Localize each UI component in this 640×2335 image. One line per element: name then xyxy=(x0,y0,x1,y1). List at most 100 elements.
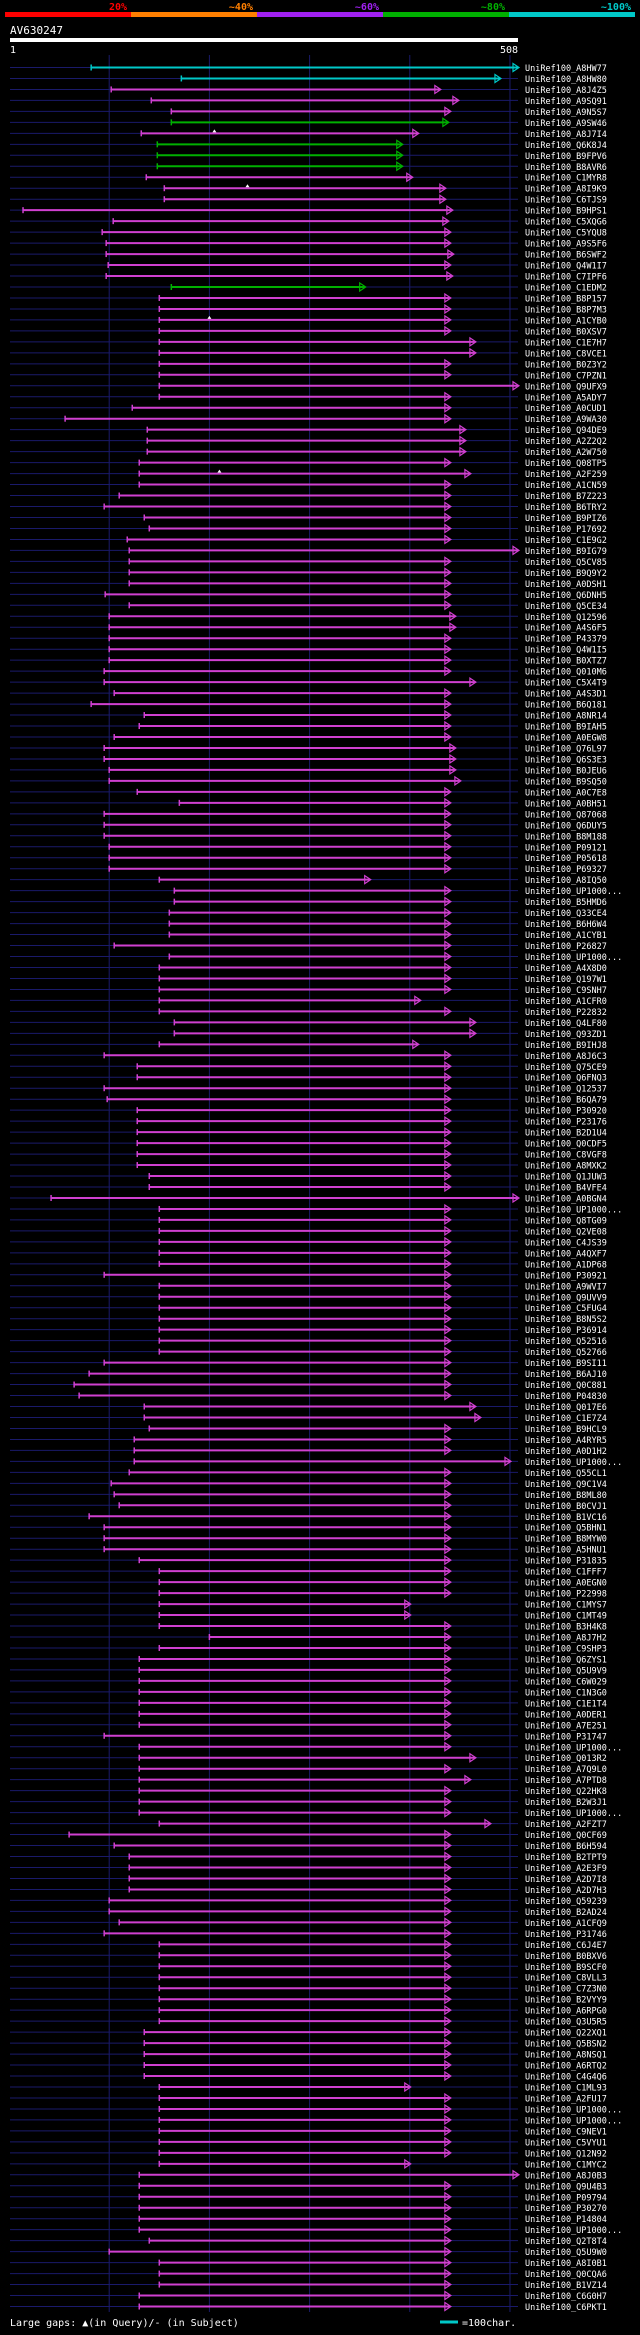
hit-id-label[interactable]: UniRef100_A2FZT7 xyxy=(525,1820,607,1830)
hit-row[interactable]: UniRef100_A0BH51 xyxy=(10,797,607,810)
hit-id-label[interactable]: UniRef100_B9HCL9 xyxy=(525,1425,607,1435)
hit-row[interactable]: UniRef100_Q52766 xyxy=(10,1346,607,1359)
hit-id-label[interactable]: UniRef100_B9PIZ6 xyxy=(525,514,607,524)
hit-id-label[interactable]: UniRef100_P31747 xyxy=(525,1732,607,1742)
hit-row[interactable]: UniRef100_A4S6F5 xyxy=(10,622,607,634)
hit-row[interactable]: UniRef100_Q010M6 xyxy=(10,666,607,678)
hit-id-label[interactable]: UniRef100_B2D1U4 xyxy=(525,1129,607,1139)
hit-id-label[interactable]: UniRef100_Q197W1 xyxy=(525,975,607,985)
hit-row[interactable]: UniRef100_A9WA30 xyxy=(10,413,607,426)
hit-id-label[interactable]: UniRef100_A8I9K9 xyxy=(525,185,607,195)
hit-row[interactable]: UniRef100_UP1000... xyxy=(10,2103,622,2116)
hit-row[interactable]: UniRef100_C5XQG6 xyxy=(10,216,607,228)
hit-id-label[interactable]: UniRef100_C8VCE1 xyxy=(525,349,607,359)
hit-id-label[interactable]: UniRef100_A7Q9L0 xyxy=(525,1765,607,1775)
hit-row[interactable]: UniRef100_A1CN59 xyxy=(10,479,607,492)
hit-row[interactable]: UniRef100_UP1000... xyxy=(10,1456,622,1468)
hit-id-label[interactable]: UniRef100_C1E9G2 xyxy=(525,536,607,546)
hit-row[interactable]: UniRef100_C1MYR8 xyxy=(10,172,607,184)
hit-row[interactable]: UniRef100_Q93ZD1 xyxy=(10,1028,607,1040)
hit-id-label[interactable]: UniRef100_A4S3D1 xyxy=(525,690,607,700)
hit-row[interactable]: UniRef100_UP1000... xyxy=(10,2224,622,2237)
hit-id-label[interactable]: UniRef100_Q5U9V9 xyxy=(525,1666,607,1676)
hit-row[interactable]: UniRef100_Q0CDF5 xyxy=(10,1137,607,1150)
hit-row[interactable]: UniRef100_B8AVR6 xyxy=(10,161,607,173)
hit-id-label[interactable]: UniRef100_B9SQ50 xyxy=(525,777,607,787)
hit-row[interactable]: UniRef100_C6TJS9 xyxy=(10,194,607,206)
hit-row[interactable]: UniRef100_P14804 xyxy=(10,2213,607,2226)
hit-id-label[interactable]: UniRef100_A8NR14 xyxy=(525,712,607,722)
hit-row[interactable]: UniRef100_B9SI11 xyxy=(10,1357,607,1370)
hit-row[interactable]: UniRef100_B6AJ10 xyxy=(10,1368,607,1381)
hit-row[interactable]: UniRef100_P09121 xyxy=(10,841,607,854)
hit-id-label[interactable]: UniRef100_B9Q9Y2 xyxy=(525,569,607,579)
hit-row[interactable]: UniRef100_Q0CQA6 xyxy=(10,2268,607,2281)
hit-id-label[interactable]: UniRef100_Q013R2 xyxy=(525,1754,607,1764)
hit-id-label[interactable]: UniRef100_UP1000... xyxy=(525,2116,622,2126)
hit-row[interactable]: UniRef100_P36914 xyxy=(10,1324,607,1337)
hit-id-label[interactable]: UniRef100_B9SCF0 xyxy=(525,1963,607,1973)
hit-id-label[interactable]: UniRef100_A9WA30 xyxy=(525,415,607,425)
hit-row[interactable]: UniRef100_Q4LF80 xyxy=(10,1017,607,1029)
hit-id-label[interactable]: UniRef100_Q010M6 xyxy=(525,668,607,678)
hit-id-label[interactable]: UniRef100_Q6DUY5 xyxy=(525,821,607,831)
hit-row[interactable]: UniRef100_B7Z223 xyxy=(10,490,607,503)
hit-id-label[interactable]: UniRef100_B2VYY9 xyxy=(525,1996,607,2006)
hit-id-label[interactable]: UniRef100_P36914 xyxy=(525,1326,607,1336)
hit-row[interactable]: UniRef100_A0DER1 xyxy=(10,1708,607,1721)
hit-id-label[interactable]: UniRef100_P31746 xyxy=(525,1930,607,1940)
hit-row[interactable]: UniRef100_A8J7I4 xyxy=(10,128,607,140)
hit-id-label[interactable]: UniRef100_A8IQ50 xyxy=(525,876,607,886)
hit-id-label[interactable]: UniRef100_Q59239 xyxy=(525,1897,607,1907)
hit-row[interactable]: UniRef100_B0CVJ1 xyxy=(10,1500,607,1512)
hit-row[interactable]: UniRef100_A8I9K9 xyxy=(10,183,607,195)
hit-row[interactable]: UniRef100_Q59239 xyxy=(10,1895,607,1907)
hit-row[interactable]: UniRef100_C1MT49 xyxy=(10,1609,607,1622)
hit-row[interactable]: UniRef100_P17692 xyxy=(10,523,607,535)
hit-row[interactable]: UniRef100_B6H594 xyxy=(10,1840,607,1853)
hit-id-label[interactable]: UniRef100_B8M188 xyxy=(525,832,607,842)
hit-id-label[interactable]: UniRef100_A1DP68 xyxy=(525,1260,607,1270)
hit-row[interactable]: UniRef100_A1CFR0 xyxy=(10,995,607,1007)
hit-id-label[interactable]: UniRef100_A1CFR0 xyxy=(525,997,607,1007)
hit-id-label[interactable]: UniRef100_Q8TG09 xyxy=(525,1216,607,1226)
hit-id-label[interactable]: UniRef100_B6TRY2 xyxy=(525,503,607,513)
hit-id-label[interactable]: UniRef100_A1CYB1 xyxy=(525,931,607,941)
hit-row[interactable]: UniRef100_Q12596 xyxy=(10,611,607,623)
hit-row[interactable]: UniRef100_B8MYW0 xyxy=(10,1533,607,1545)
hit-row[interactable]: UniRef100_C1E7H7 xyxy=(10,336,607,349)
hit-id-label[interactable]: UniRef100_UP1000... xyxy=(525,1743,622,1753)
hit-id-label[interactable]: UniRef100_Q0CQA6 xyxy=(525,2270,607,2280)
hit-id-label[interactable]: UniRef100_Q2VE08 xyxy=(525,1227,607,1237)
hit-row[interactable]: UniRef100_Q9UVV9 xyxy=(10,1291,607,1304)
hit-row[interactable]: UniRef100_C5VYU1 xyxy=(10,2136,607,2149)
hit-id-label[interactable]: UniRef100_Q76L97 xyxy=(525,744,607,754)
hit-row[interactable]: UniRef100_A0BGN4 xyxy=(10,1192,607,1205)
hit-id-label[interactable]: UniRef100_C6J4E7 xyxy=(525,1941,607,1951)
hit-id-label[interactable]: UniRef100_A4RYR5 xyxy=(525,1436,607,1446)
hit-id-label[interactable]: UniRef100_UP1000... xyxy=(525,1205,622,1215)
hit-id-label[interactable]: UniRef100_A8HW77 xyxy=(525,64,607,74)
hit-row[interactable]: UniRef100_Q5CV85 xyxy=(10,556,607,568)
hit-id-label[interactable]: UniRef100_A8MXK2 xyxy=(525,1162,607,1172)
hit-id-label[interactable]: UniRef100_C4JS39 xyxy=(525,1238,607,1248)
hit-row[interactable]: UniRef100_A0DSH1 xyxy=(10,578,607,590)
hit-row[interactable]: UniRef100_C1N3G0 xyxy=(10,1686,607,1699)
hit-id-label[interactable]: UniRef100_P04830 xyxy=(525,1392,607,1402)
hit-id-label[interactable]: UniRef100_C6W029 xyxy=(525,1677,607,1687)
hit-row[interactable]: UniRef100_Q017E6 xyxy=(10,1401,607,1414)
hit-row[interactable]: UniRef100_Q55CL1 xyxy=(10,1467,607,1479)
hit-row[interactable]: UniRef100_P23176 xyxy=(10,1116,607,1128)
hit-id-label[interactable]: UniRef100_B6Q181 xyxy=(525,701,607,711)
hit-id-label[interactable]: UniRef100_A8J0B3 xyxy=(525,2171,607,2181)
hit-row[interactable]: UniRef100_C9SHP3 xyxy=(10,1642,607,1655)
hit-row[interactable]: UniRef100_B2VYY9 xyxy=(10,1994,607,2006)
hit-id-label[interactable]: UniRef100_P26827 xyxy=(525,942,607,952)
hit-id-label[interactable]: UniRef100_Q9UFX9 xyxy=(525,382,607,392)
hit-id-label[interactable]: UniRef100_P14804 xyxy=(525,2215,607,2225)
hit-row[interactable]: UniRef100_B0Z3Y2 xyxy=(10,358,607,371)
hit-id-label[interactable]: UniRef100_A1CFQ9 xyxy=(525,1919,607,1929)
hit-id-label[interactable]: UniRef100_B2TPT9 xyxy=(525,1853,607,1863)
hit-row[interactable]: UniRef100_C7PZN1 xyxy=(10,369,607,382)
hit-row[interactable]: UniRef100_Q2T8T4 xyxy=(10,2235,607,2248)
